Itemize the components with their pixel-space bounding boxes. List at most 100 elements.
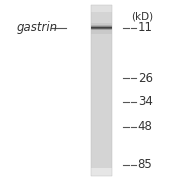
Bar [91,17,112,19]
Bar [91,80,112,82]
Bar [91,101,112,103]
Bar [91,7,112,9]
Bar [91,29,112,30]
Bar [91,41,112,43]
Bar [91,26,112,28]
Bar [91,26,112,27]
Bar [91,171,112,173]
Bar [91,137,112,139]
Bar [91,21,112,22]
Bar [91,36,112,38]
Bar [91,24,112,26]
Bar [91,69,112,70]
Bar [91,168,112,170]
Bar [91,34,112,36]
Bar [91,122,112,123]
Bar [91,99,112,101]
Bar [91,89,112,91]
Bar [91,45,112,46]
Text: 11: 11 [138,21,153,34]
Bar [91,166,112,168]
Bar [91,156,112,158]
Bar [91,140,112,142]
Bar [91,108,112,110]
Bar [91,142,112,144]
Bar [91,28,112,29]
Bar [91,65,112,67]
Bar [91,19,112,21]
Bar [91,33,112,35]
Text: gastrin: gastrin [17,21,58,34]
Bar [91,106,112,108]
Bar [91,82,112,84]
Bar [91,135,112,137]
Bar [91,57,112,58]
Bar [91,29,112,31]
Bar [91,48,112,50]
Bar [91,22,112,24]
Bar [91,109,112,111]
Bar [91,94,112,96]
Bar [91,134,112,135]
Bar [91,115,112,117]
Bar [91,139,112,140]
Bar [91,175,112,176]
Bar [91,46,112,48]
Bar [91,120,112,122]
Text: (kD): (kD) [131,12,153,22]
Bar [91,130,112,132]
Text: 48: 48 [138,120,153,133]
Bar [91,152,112,154]
Bar [91,154,112,156]
Bar [91,75,112,77]
Bar [91,123,112,125]
Bar [91,145,112,147]
Bar [91,58,112,60]
Bar [91,72,112,74]
Bar [91,127,112,129]
Bar [91,62,112,64]
Bar [91,5,112,176]
Bar [91,43,112,45]
Bar [91,14,112,16]
Bar [91,173,112,175]
Text: 85: 85 [138,158,152,171]
Bar [91,5,112,7]
Bar [91,60,112,62]
Bar [91,84,112,86]
Bar [91,9,112,10]
Bar [91,96,112,98]
Bar [91,116,112,118]
Bar [91,27,112,28]
Bar [91,51,112,53]
Bar [91,164,112,166]
Bar [91,128,112,130]
Bar [91,91,112,93]
Bar [91,113,112,115]
Bar [91,15,112,17]
Bar [91,93,112,94]
Bar [91,67,112,69]
Bar [91,79,112,81]
Bar [91,98,112,99]
Bar [91,28,112,29]
Text: 34: 34 [138,95,153,108]
Bar [91,12,112,14]
Bar [91,55,112,57]
Bar [91,118,112,120]
Bar [91,103,112,105]
Bar [91,87,112,89]
Bar [91,29,112,30]
Bar [91,163,112,165]
Text: 26: 26 [138,72,153,85]
Bar [91,111,112,113]
Bar [91,50,112,51]
Bar [91,161,112,163]
Bar [91,39,112,41]
Bar [91,53,112,55]
Bar [91,74,112,75]
Bar [91,159,112,161]
Bar [91,25,112,26]
Bar [91,86,112,87]
Bar [91,104,112,106]
